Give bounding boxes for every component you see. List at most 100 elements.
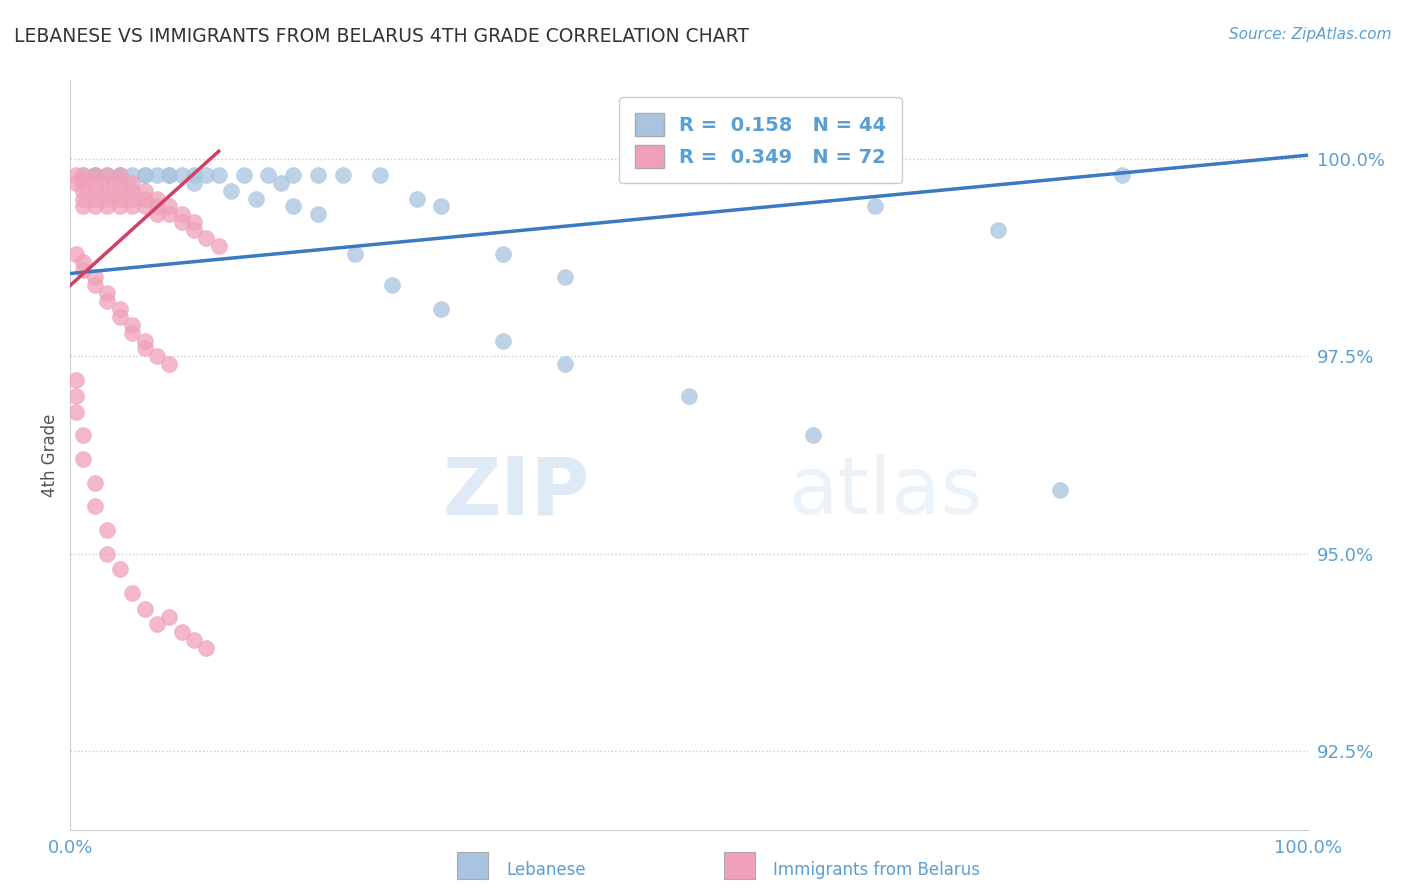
Point: [368, 168, 391, 182]
Text: Source: ZipAtlas.com: Source: ZipAtlas.com: [1229, 27, 1392, 42]
Point: [157, 199, 180, 213]
Point: [430, 301, 453, 316]
Point: [108, 168, 131, 182]
Point: [146, 168, 169, 182]
Point: [84, 199, 107, 213]
Point: [96, 286, 118, 301]
Point: [307, 207, 329, 221]
Point: [134, 199, 156, 213]
Point: [108, 192, 131, 206]
Point: [170, 215, 193, 229]
Text: Lebanese: Lebanese: [506, 861, 586, 879]
Point: [65, 247, 87, 261]
Point: [84, 184, 107, 198]
Point: [492, 334, 515, 348]
Point: [121, 192, 143, 206]
Point: [72, 176, 94, 190]
Point: [96, 294, 118, 309]
Point: [108, 301, 131, 316]
Point: [183, 633, 205, 648]
Point: [134, 168, 156, 182]
Point: [121, 168, 143, 182]
Point: [146, 192, 169, 206]
Point: [134, 192, 156, 206]
Point: [554, 270, 576, 285]
Point: [219, 184, 242, 198]
Point: [65, 404, 87, 418]
Point: [183, 176, 205, 190]
Point: [108, 562, 131, 576]
Point: [146, 199, 169, 213]
Point: [157, 357, 180, 371]
Point: [108, 168, 131, 182]
Point: [208, 239, 231, 253]
Point: [134, 334, 156, 348]
Point: [170, 168, 193, 182]
Text: atlas: atlas: [787, 453, 983, 532]
Point: [270, 176, 292, 190]
Point: [146, 207, 169, 221]
Point: [72, 168, 94, 182]
Point: [72, 192, 94, 206]
Point: [84, 168, 107, 182]
Point: [183, 168, 205, 182]
Point: [307, 168, 329, 182]
Point: [430, 199, 453, 213]
Point: [134, 168, 156, 182]
Point: [170, 207, 193, 221]
Point: [232, 168, 254, 182]
Point: [72, 428, 94, 442]
Point: [157, 168, 180, 182]
Point: [146, 617, 169, 632]
Point: [121, 586, 143, 600]
Point: [195, 168, 218, 182]
Point: [332, 168, 354, 182]
Point: [257, 168, 280, 182]
Legend: R =  0.158   N = 44, R =  0.349   N = 72: R = 0.158 N = 44, R = 0.349 N = 72: [619, 97, 901, 183]
Point: [157, 207, 180, 221]
Point: [863, 199, 886, 213]
Point: [108, 310, 131, 324]
Point: [96, 176, 118, 190]
Point: [65, 373, 87, 387]
Point: [157, 168, 180, 182]
Point: [72, 199, 94, 213]
Point: [121, 199, 143, 213]
Point: [121, 176, 143, 190]
Point: [801, 428, 824, 442]
Point: [72, 262, 94, 277]
Point: [65, 176, 87, 190]
Point: [740, 168, 762, 182]
Point: [96, 168, 118, 182]
Point: [72, 451, 94, 466]
Point: [96, 523, 118, 537]
Point: [678, 389, 700, 403]
Point: [134, 184, 156, 198]
Point: [108, 199, 131, 213]
Point: [170, 625, 193, 640]
Point: [84, 270, 107, 285]
Point: [343, 247, 366, 261]
Point: [108, 184, 131, 198]
Point: [108, 176, 131, 190]
Point: [195, 641, 218, 656]
Y-axis label: 4th Grade: 4th Grade: [41, 413, 59, 497]
Point: [96, 192, 118, 206]
Point: [84, 176, 107, 190]
Point: [281, 199, 304, 213]
Point: [134, 601, 156, 615]
Point: [381, 278, 404, 293]
Point: [72, 184, 94, 198]
Point: [157, 609, 180, 624]
Point: [96, 199, 118, 213]
Point: [554, 357, 576, 371]
Text: LEBANESE VS IMMIGRANTS FROM BELARUS 4TH GRADE CORRELATION CHART: LEBANESE VS IMMIGRANTS FROM BELARUS 4TH …: [14, 27, 749, 45]
Point: [108, 168, 131, 182]
Point: [1111, 168, 1133, 182]
Point: [121, 318, 143, 332]
Point: [245, 192, 267, 206]
Point: [492, 247, 515, 261]
Point: [72, 254, 94, 268]
Point: [121, 184, 143, 198]
Point: [146, 349, 169, 363]
